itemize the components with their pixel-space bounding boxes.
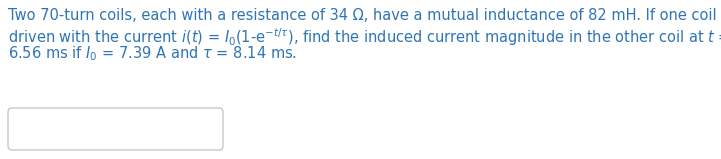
Text: driven with the current $\mathit{i}(\mathit{t})$ = $\mathit{I}_0$(1-e$^{-\mathit: driven with the current $\mathit{i}(\mat… bbox=[8, 26, 721, 48]
Text: Two 70-turn coils, each with a resistance of 34 Ω, have a mutual inductance of 8: Two 70-turn coils, each with a resistanc… bbox=[8, 8, 721, 23]
FancyBboxPatch shape bbox=[8, 108, 223, 150]
Text: 6.56 ms if $\mathit{I}_0$ = 7.39 A and $\tau$ = 8.14 ms.: 6.56 ms if $\mathit{I}_0$ = 7.39 A and $… bbox=[8, 44, 297, 63]
